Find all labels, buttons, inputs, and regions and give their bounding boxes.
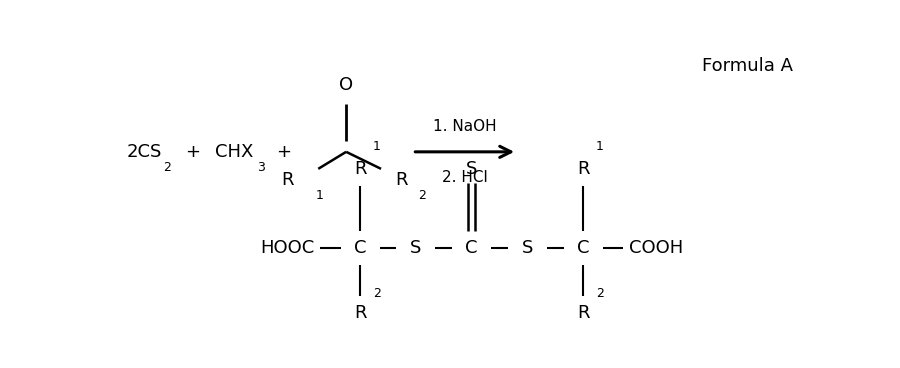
Text: 1: 1: [373, 140, 381, 153]
Text: C: C: [465, 239, 478, 257]
Text: C: C: [577, 239, 590, 257]
Text: R: R: [577, 160, 590, 178]
Text: C: C: [354, 239, 366, 257]
Text: R: R: [395, 171, 408, 189]
Text: 2CS: 2CS: [126, 143, 162, 161]
Text: R: R: [577, 304, 590, 322]
Text: 2. HCl: 2. HCl: [442, 170, 488, 185]
Text: 1. NaOH: 1. NaOH: [433, 119, 497, 134]
Text: HOOC: HOOC: [260, 239, 314, 257]
Text: R: R: [354, 304, 366, 322]
Text: CHX: CHX: [215, 143, 254, 161]
Text: 2: 2: [418, 189, 426, 202]
Text: +: +: [185, 143, 200, 161]
Text: 2: 2: [373, 287, 381, 300]
Text: 2: 2: [596, 287, 604, 300]
Text: S: S: [522, 239, 533, 257]
Text: O: O: [339, 76, 353, 94]
Text: 1: 1: [596, 140, 604, 153]
Text: 2: 2: [163, 161, 171, 174]
Text: Formula A: Formula A: [702, 57, 793, 75]
Text: S: S: [410, 239, 421, 257]
Text: 3: 3: [257, 161, 265, 174]
Text: S: S: [466, 160, 477, 178]
Text: COOH: COOH: [629, 239, 684, 257]
Text: 1: 1: [316, 189, 324, 202]
Text: +: +: [276, 143, 291, 161]
Text: R: R: [282, 171, 293, 189]
Text: R: R: [354, 160, 366, 178]
